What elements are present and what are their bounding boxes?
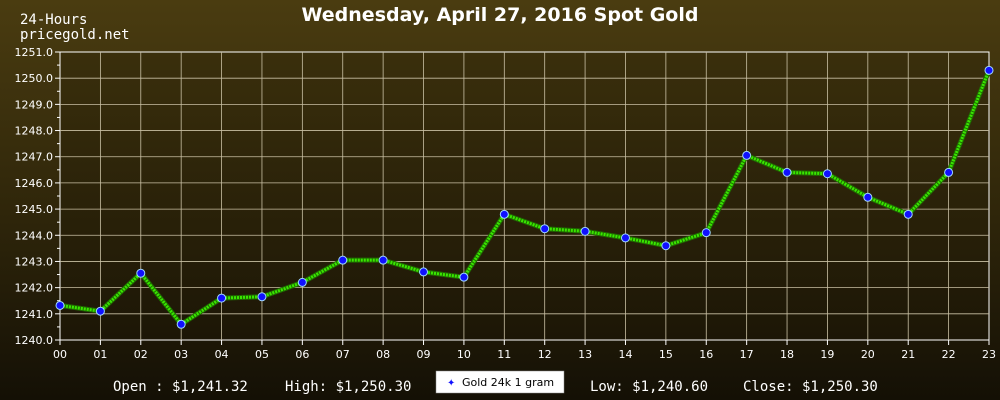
y-tick-label: 1251.0 [15, 46, 54, 59]
data-point [297, 277, 307, 287]
data-point [459, 272, 469, 282]
data-point [217, 293, 227, 303]
x-tick-label: 00 [53, 348, 67, 361]
legend-box [435, 370, 565, 394]
data-point [176, 319, 186, 329]
x-axis-ticks: 00 01 02 03 04 05 06 07 08 09 10 11 12 13 14 15 16 17 18 19… [53, 340, 996, 361]
close-price: Close: $1,250.30 [743, 379, 878, 395]
data-point [540, 224, 550, 234]
x-tick-label: 23 [982, 348, 996, 361]
x-tick-label: 09 [417, 348, 431, 361]
x-tick-label: 15 [659, 348, 673, 361]
x-tick-label: 18 [780, 348, 794, 361]
data-point [338, 255, 348, 265]
y-tick-label: 1245.0 [15, 203, 54, 216]
x-tick-label: 06 [295, 348, 309, 361]
y-tick-label: 1248.0 [15, 125, 54, 138]
data-point [903, 209, 913, 219]
open-price: Open : $1,241.32 [113, 379, 248, 395]
x-tick-label: 21 [901, 348, 915, 361]
data-point [136, 268, 146, 278]
series-line [59, 69, 991, 326]
y-tick-label: 1250.0 [15, 72, 54, 85]
data-point [984, 65, 994, 75]
x-tick-label: 14 [618, 348, 632, 361]
x-tick-label: 11 [497, 348, 511, 361]
high-price: High: $1,250.30 [285, 379, 411, 395]
data-point [499, 209, 509, 219]
x-tick-label: 16 [699, 348, 713, 361]
y-tick-label: 1240.0 [15, 334, 54, 347]
data-point [782, 167, 792, 177]
data-point [378, 255, 388, 265]
data-point [742, 150, 752, 160]
data-point [620, 233, 630, 243]
series-line-layer [59, 69, 992, 327]
y-tick-label: 1242.0 [15, 282, 54, 295]
x-tick-label: 01 [93, 348, 107, 361]
brand-line-1: 24-Hours [20, 12, 87, 28]
x-tick-label: 22 [942, 348, 956, 361]
data-point [822, 169, 832, 179]
x-tick-label: 05 [255, 348, 269, 361]
grid [60, 52, 989, 340]
x-tick-label: 20 [861, 348, 875, 361]
legend-marker-icon: ✦ [447, 378, 455, 389]
x-tick-label: 08 [376, 348, 390, 361]
y-tick-label: 1246.0 [15, 177, 54, 190]
y-axis-ticks: 1240.0 1241.0 1242.0 1243.0 1244.0 1245.0 1246… [15, 46, 60, 347]
y-tick-label: 1241.0 [15, 308, 54, 321]
data-point [419, 267, 429, 277]
x-tick-label: 10 [457, 348, 471, 361]
data-point [701, 228, 711, 238]
plot-area [59, 51, 990, 341]
data-point [257, 292, 267, 302]
y-tick-label: 1244.0 [15, 229, 54, 242]
legend-label: Gold 24k 1 gram [462, 376, 554, 389]
x-tick-label: 03 [174, 348, 188, 361]
x-tick-label: 02 [134, 348, 148, 361]
y-tick-label: 1249.0 [15, 98, 54, 111]
x-tick-label: 07 [336, 348, 350, 361]
x-tick-label: 04 [215, 348, 229, 361]
y-tick-label: 1247.0 [15, 151, 54, 164]
chart-title: Wednesday, April 27, 2016 Spot Gold [302, 4, 699, 26]
x-tick-label: 12 [538, 348, 552, 361]
x-tick-label: 19 [820, 348, 834, 361]
data-point [580, 226, 590, 236]
x-tick-label: 17 [740, 348, 754, 361]
legend: ✦ Gold 24k 1 gram [435, 370, 565, 394]
x-tick-label: 13 [578, 348, 592, 361]
data-point [863, 192, 873, 202]
data-point [55, 300, 65, 310]
y-tick-label: 1243.0 [15, 255, 54, 268]
brand-line-2: pricegold.net [20, 27, 130, 43]
data-point [944, 167, 954, 177]
data-point [661, 241, 671, 251]
low-price: Low: $1,240.60 [590, 379, 708, 395]
data-point [95, 306, 105, 316]
series-points [55, 65, 994, 329]
